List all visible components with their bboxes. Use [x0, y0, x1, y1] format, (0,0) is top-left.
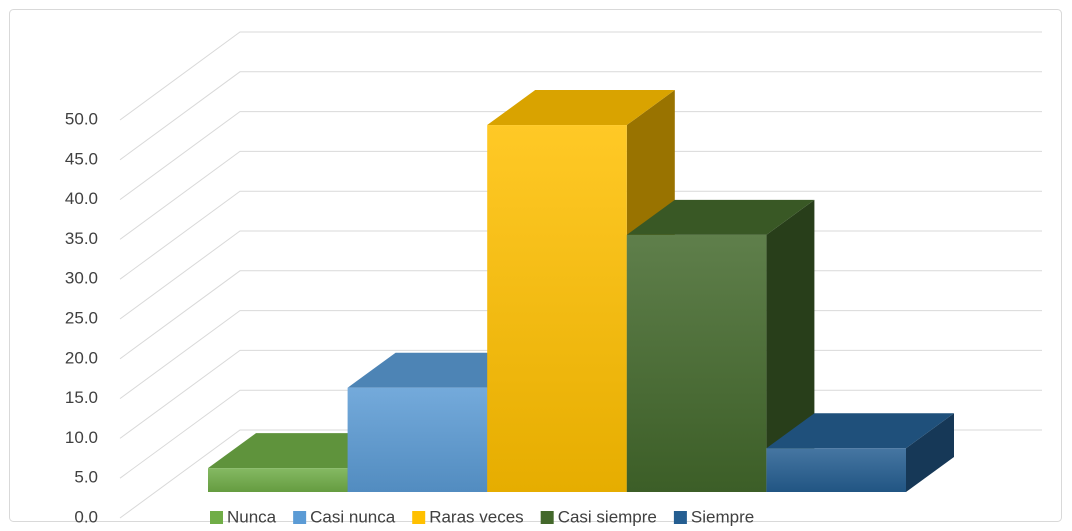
- legend-label: Nunca: [227, 507, 277, 526]
- legend-label: Siempre: [691, 507, 754, 526]
- y-tick-label: 35.0: [65, 229, 98, 248]
- grid-line: [119, 31, 1042, 121]
- bar-top: [766, 413, 954, 449]
- y-tick-label: 30.0: [65, 269, 98, 288]
- y-tick-label: 40.0: [65, 189, 98, 208]
- bar-top: [626, 199, 815, 235]
- grid-line: [119, 111, 1042, 201]
- legend-swatch: [293, 511, 307, 524]
- y-tick-label: 15.0: [65, 388, 98, 407]
- legend-label: Casi nunca: [310, 507, 396, 526]
- bar: [626, 234, 767, 492]
- bar: [766, 448, 906, 492]
- bar: [487, 125, 627, 492]
- legend-label: Raras veces: [429, 507, 523, 526]
- bar-side: [906, 413, 954, 492]
- y-tick-label: 0.0: [74, 507, 98, 526]
- legend-swatch: [412, 511, 426, 524]
- bar: [347, 387, 488, 492]
- legend-swatch: [540, 511, 554, 524]
- legend-swatch: [673, 511, 687, 524]
- grid-line: [119, 150, 1042, 240]
- y-tick-label: 10.0: [65, 428, 98, 447]
- y-tick-label: 5.0: [74, 468, 98, 487]
- grid-line: [119, 190, 1042, 280]
- y-tick-label: 25.0: [65, 308, 98, 327]
- y-tick-label: 45.0: [65, 149, 98, 168]
- bar-top: [487, 90, 675, 126]
- bar: [208, 468, 348, 492]
- y-tick-label: 50.0: [65, 109, 98, 128]
- grid-line: [119, 71, 1042, 161]
- bar-side: [766, 199, 815, 492]
- legend-swatch: [210, 511, 223, 524]
- y-tick-label: 20.0: [65, 348, 98, 367]
- legend-label: Casi siempre: [558, 507, 657, 526]
